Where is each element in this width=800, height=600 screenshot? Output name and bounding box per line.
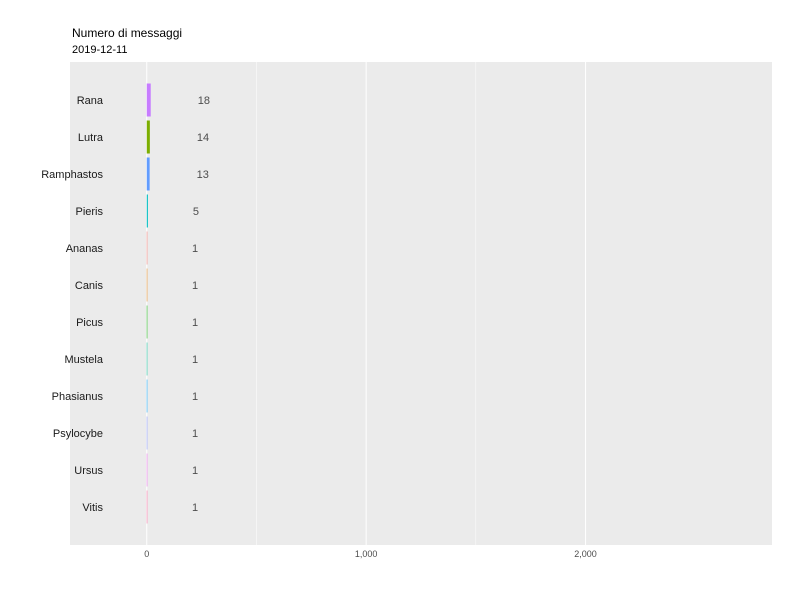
category-label: Picus	[76, 317, 103, 329]
value-label: 1	[192, 243, 198, 255]
bar	[146, 120, 150, 154]
bars	[146, 83, 151, 524]
category-label: Mustela	[64, 354, 103, 366]
x-tick-label: 2,000	[574, 549, 597, 559]
category-label: Pieris	[75, 206, 103, 218]
value-label: 14	[197, 132, 209, 144]
category-label: Ananas	[66, 243, 104, 255]
value-label: 1	[192, 502, 198, 514]
value-label: 1	[192, 354, 198, 366]
plot-panel	[70, 62, 772, 545]
bar	[146, 305, 148, 339]
value-label: 1	[192, 317, 198, 329]
category-labels: Rana Lutra Ramphastos Pieris Ananas Canis Picu…	[41, 95, 104, 514]
chart-subtitle: 2019-12-11	[72, 44, 127, 56]
value-label: 1	[192, 280, 198, 292]
category-label: Psylocybe	[53, 428, 103, 440]
value-label: 1	[192, 465, 198, 477]
value-label: 13	[197, 169, 209, 181]
bar	[146, 194, 148, 228]
category-label: Phasianus	[52, 391, 104, 403]
bar	[146, 416, 148, 450]
category-label: Ursus	[74, 465, 103, 477]
category-label: Lutra	[78, 132, 104, 144]
bar	[146, 490, 148, 524]
bar	[146, 231, 148, 265]
bar	[146, 83, 151, 117]
chart-title: Numero di messaggi	[72, 26, 182, 40]
category-label: Rana	[77, 95, 104, 107]
bar	[146, 268, 148, 302]
category-label: Vitis	[82, 502, 103, 514]
value-label: 18	[198, 95, 210, 107]
x-axis-ticks: 0 1,000 2,000	[144, 549, 597, 559]
value-label: 5	[193, 206, 199, 218]
bar	[146, 379, 148, 413]
x-tick-label: 1,000	[355, 549, 378, 559]
category-label: Canis	[75, 280, 104, 292]
bar	[146, 342, 148, 376]
value-label: 1	[192, 391, 198, 403]
value-labels: 18 14 13 5 1 1 1 1 1 1 1 1	[192, 95, 210, 514]
category-label: Ramphastos	[41, 169, 103, 181]
x-tick-label: 0	[144, 549, 149, 559]
bar	[146, 157, 150, 191]
bar	[146, 453, 148, 487]
value-label: 1	[192, 428, 198, 440]
